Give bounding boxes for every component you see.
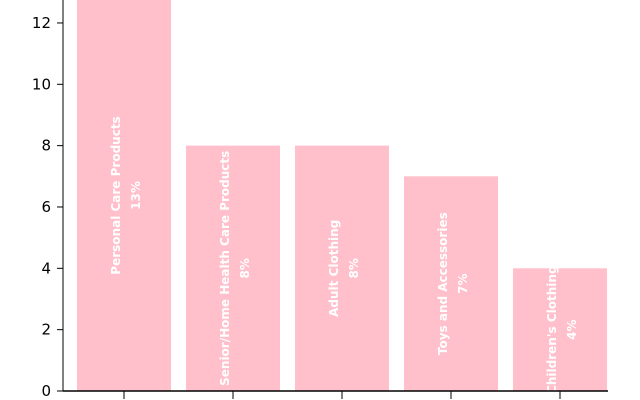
bar-label: Senior/Home Health Care Products 8% [218, 151, 252, 386]
bar-value-label: 8% [347, 258, 361, 278]
bar-category-label: Toys and Accessories [436, 212, 450, 355]
bar [295, 145, 389, 391]
bar [404, 176, 498, 391]
y-tick-label: 2 [41, 321, 51, 339]
y-tick-label: 10 [32, 75, 51, 93]
bar-category-label: Children's Clothing [545, 265, 559, 393]
x-axis [63, 390, 608, 399]
bar-category-label: Personal Care Products [109, 116, 123, 274]
bars-layer: Personal Care Products 13% Senior/Home Hea… [77, 0, 607, 394]
y-tick-label: 8 [41, 137, 51, 155]
bar-label: Toys and Accessories 7% [436, 212, 470, 355]
bar-value-label: 8% [238, 258, 252, 278]
y-tick-label: 4 [41, 259, 51, 277]
bar [513, 268, 607, 391]
y-axis: 0 2 4 6 8 10 12 [32, 0, 64, 400]
bar-label: Personal Care Products 13% [109, 116, 143, 274]
bar-value-label: 13% [129, 181, 143, 210]
y-tick-label: 6 [41, 198, 51, 216]
y-tick-label: 12 [32, 14, 51, 32]
bar-category-label: Adult Clothing [327, 220, 341, 317]
bar [186, 145, 280, 391]
y-tick-label: 0 [41, 382, 51, 400]
bar-label: Adult Clothing 8% [327, 220, 361, 317]
bar-label: Children's Clothing 4% [545, 265, 579, 393]
bar-category-label: Senior/Home Health Care Products [218, 151, 232, 386]
bar [77, 0, 171, 391]
bar-value-label: 4% [565, 320, 579, 340]
bar-value-label: 7% [456, 274, 470, 294]
